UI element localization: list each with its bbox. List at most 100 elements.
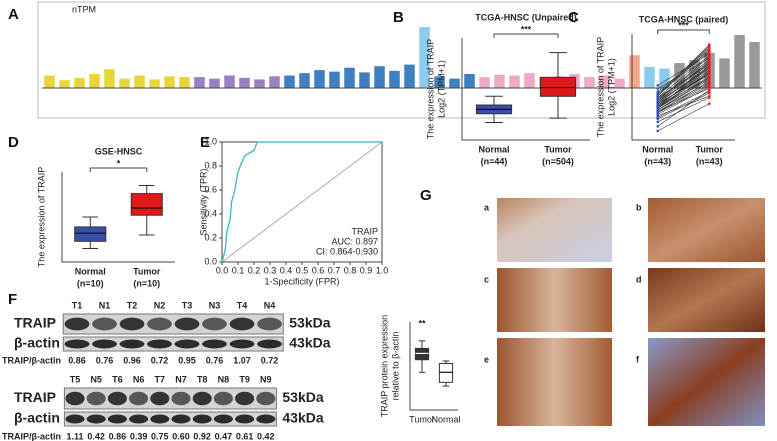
band bbox=[65, 414, 85, 424]
y-tick-label: 0.2 bbox=[204, 232, 217, 242]
x-tick-label: Normal bbox=[642, 144, 673, 154]
point bbox=[707, 58, 711, 62]
lane-label: N2 bbox=[154, 300, 166, 310]
axes bbox=[409, 322, 458, 411]
bar bbox=[194, 77, 205, 88]
band bbox=[235, 414, 255, 424]
bar bbox=[44, 75, 55, 88]
bar bbox=[644, 66, 655, 88]
point bbox=[707, 44, 711, 48]
ratio-value: 1.07 bbox=[233, 355, 251, 365]
panel-label: E bbox=[200, 134, 210, 151]
band bbox=[65, 391, 85, 406]
pair-line bbox=[657, 45, 710, 95]
kda-label: 43kDa bbox=[289, 335, 330, 351]
lane-label: T6 bbox=[112, 374, 123, 384]
chart-title: TCGA-HNSC (Unpaired) bbox=[475, 12, 577, 22]
point bbox=[656, 96, 660, 99]
y-tick-label: 0.0 bbox=[204, 256, 217, 266]
y-axis-label: Sensitivity (TPR) bbox=[198, 168, 208, 235]
band bbox=[119, 339, 145, 349]
point bbox=[707, 62, 711, 66]
x-tick-label: 0.2 bbox=[248, 265, 261, 275]
bar bbox=[374, 66, 385, 88]
bar bbox=[314, 70, 325, 88]
point bbox=[707, 47, 711, 51]
pair-line bbox=[657, 59, 710, 100]
point bbox=[707, 55, 711, 59]
band bbox=[213, 414, 233, 424]
legend-entry: TRAIP bbox=[351, 226, 378, 236]
panel-a-frame bbox=[37, 1, 766, 119]
point bbox=[656, 114, 660, 118]
lane-label: N8 bbox=[218, 374, 230, 384]
x-tick-label: 0.7 bbox=[328, 265, 341, 275]
bar bbox=[404, 64, 415, 88]
point bbox=[656, 129, 660, 133]
pair-line bbox=[657, 79, 710, 110]
point bbox=[707, 81, 711, 84]
n-label: (n=10) bbox=[133, 278, 160, 288]
point bbox=[656, 109, 660, 113]
point bbox=[707, 102, 711, 105]
band bbox=[229, 317, 255, 331]
x-tick-label: 0.4 bbox=[280, 265, 293, 275]
point bbox=[656, 120, 660, 124]
bar bbox=[329, 71, 340, 88]
ratio-value: 0.76 bbox=[96, 355, 114, 365]
bar bbox=[434, 76, 445, 88]
x-tick-label: Normal bbox=[75, 266, 106, 276]
box bbox=[539, 76, 577, 97]
bar bbox=[179, 77, 190, 88]
x-tick-label: Tumor bbox=[544, 144, 572, 154]
pair-line bbox=[657, 64, 710, 98]
box bbox=[414, 347, 430, 361]
lane-label: T9 bbox=[239, 374, 250, 384]
lane-label: T5 bbox=[70, 374, 81, 384]
bar bbox=[494, 74, 505, 88]
bar bbox=[209, 78, 220, 88]
band bbox=[171, 391, 191, 406]
x-tick-label: Tumor bbox=[133, 266, 161, 276]
point bbox=[707, 52, 711, 55]
ihc-image bbox=[648, 338, 765, 426]
ihc-image bbox=[648, 268, 765, 332]
pair-line bbox=[657, 74, 710, 104]
ratio-value: 0.86 bbox=[109, 431, 127, 441]
n-label: (n=44) bbox=[481, 156, 508, 166]
bar bbox=[734, 34, 745, 88]
bar bbox=[509, 75, 520, 88]
band bbox=[86, 414, 106, 424]
y-axis-label: relative to β-actin bbox=[390, 332, 400, 401]
bar bbox=[524, 73, 535, 88]
y-tick-label: 0.8 bbox=[204, 160, 217, 170]
bar bbox=[419, 27, 430, 88]
x-tick-label: 0.1 bbox=[232, 265, 245, 275]
band bbox=[119, 317, 145, 331]
band bbox=[256, 414, 276, 424]
point bbox=[656, 84, 660, 87]
bar bbox=[344, 67, 355, 88]
ratio-value: 0.72 bbox=[151, 355, 169, 365]
n-label: (n=504) bbox=[542, 156, 574, 166]
ratio-value: 0.47 bbox=[215, 431, 233, 441]
y-tick-label: 0.4 bbox=[204, 208, 217, 218]
bar bbox=[299, 73, 310, 88]
kda-label: 43kDa bbox=[282, 410, 323, 426]
x-tick-label: 0.0 bbox=[216, 265, 229, 275]
lane-label: T2 bbox=[127, 300, 138, 310]
image-label: f bbox=[636, 354, 640, 364]
lane-label: N5 bbox=[90, 374, 102, 384]
significance-bracket bbox=[493, 33, 559, 38]
panel-label: G bbox=[420, 187, 432, 204]
significance: ** bbox=[418, 318, 426, 328]
bar bbox=[74, 77, 85, 88]
band bbox=[171, 414, 191, 424]
image-label: e bbox=[484, 354, 489, 364]
ihc-image bbox=[497, 338, 612, 426]
x-tick-label: 0.9 bbox=[360, 265, 373, 275]
bar bbox=[749, 41, 760, 88]
pair-line bbox=[657, 95, 710, 117]
pair-line bbox=[657, 56, 710, 101]
lane-label: N7 bbox=[175, 374, 187, 384]
